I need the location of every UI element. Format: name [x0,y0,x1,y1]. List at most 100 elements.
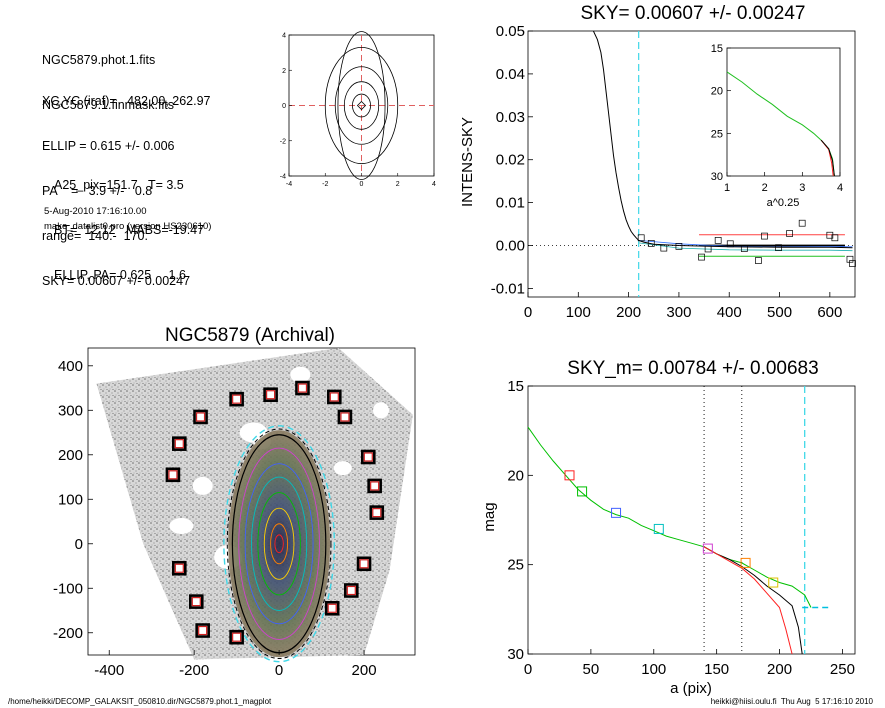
mag-marker-box [740,557,751,568]
mag-ytick-label: 20 [507,467,524,484]
sky-xtick-label: 600 [817,304,842,321]
sky-box-marker [698,253,705,261]
sky-box-marker [798,219,806,227]
inset-xtick-label: 1 [724,182,730,194]
contour-level [343,81,380,130]
mag-panel-ylabel: mag [481,502,498,531]
sky-box-marker [714,237,722,244]
center-line: XC,YC (iraf)= 482.00, 262.97 [42,94,211,108]
image-sky-box-inner [329,392,339,402]
sky-box-marker [647,240,655,247]
isophote-ellipse [270,523,289,565]
image-sky-box [343,583,359,598]
isophote-ellipse [238,447,320,640]
sky-box-marker [846,255,854,263]
image-sky-box [327,389,342,405]
ellip-pa-line: ELLIP, PA= 0.625 1.6 [54,268,186,282]
mag-ytick-label: 25 [507,557,524,574]
isophote-ellipse [274,534,284,554]
inset-xlabel: a^0.25 [767,197,800,209]
mask-blob [169,517,194,534]
image-sky-box [263,387,278,403]
sky-ytick-label: 0.00 [496,238,525,255]
image-sky-box-inner [363,452,373,462]
sky-box-marker [786,230,793,237]
sky-box-marker [637,234,645,242]
mag-profile-line [703,546,803,655]
sky-box-marker [755,257,762,264]
sky-box-marker [675,243,683,250]
mag-panel-title: SKY_m= 0.00784 +/- 0.00683 [567,358,818,379]
contour-xtick-label: 0 [360,181,364,188]
image-sky-box [324,600,340,616]
sky-panel-title: SKY= 0.00607 +/- 0.00247 [580,3,805,24]
sky-box-marker [831,234,839,242]
sky-panel-ylabel: INTENS-SKY [459,117,476,207]
image-sky-box [229,391,244,407]
contour-ytick-label: 2 [282,68,286,75]
mag-xtick-label: 50 [583,661,600,678]
sky-ytick-label: 0.05 [496,23,525,40]
isophote-ellipse [251,476,308,611]
img-ytick-label: 400 [58,358,83,375]
contour-xtick-label: 4 [432,181,436,188]
contour-ytick-label: 0 [282,103,286,110]
inset-ytick-label: 30 [711,171,723,183]
range-line: range= 140.- 170. [42,229,148,243]
sky-profile-line [592,31,853,249]
img-xtick-label: 200 [352,662,377,679]
contour-xtick-label: 2 [396,181,400,188]
image-sky-box-inner [266,390,276,400]
image-sky-box-inner [198,625,208,636]
ellip-line: ELLIP = 0.615 +/- 0.006 [42,139,175,153]
image-sky-box-inner [340,412,350,422]
mag-marker-box [564,470,575,481]
mag-marker-box [611,507,622,518]
isophote-ellipse [257,492,301,596]
contour-xtick-label: -4 [286,181,292,188]
footer-path: /home/heikki/DECOMP_GALAKSIT_050810.dir/… [8,697,272,706]
outer-ellipse-black [226,428,332,660]
img-ytick-label: 0 [75,536,83,553]
sky-box-marker [849,260,856,267]
fits-file-line: NGC5879.phot.1.fits [42,53,156,67]
sky-profile-cyan [638,242,853,252]
sky-xtick-label: 100 [566,304,591,321]
image-sky-box-inner [174,439,184,449]
timestamp: 5-Aug-2010 17:16:10.00 [44,206,147,217]
sky-box-marker [761,232,768,240]
mag-frame [527,385,856,655]
sky-panel: SKY= 0.00607 +/- 0.00247 INTENS-SKY 0 100… [459,3,856,321]
mag-xtick-label: 150 [704,661,729,678]
inset-xtick-label: 4 [837,182,843,194]
contour-ytick-label: -4 [280,174,286,181]
mask-blob [373,402,390,419]
inset-profile-black [820,139,835,177]
img-ytick-label: -100 [53,580,83,597]
program-version: make_datalist0.pro (version HS230610) [44,221,212,232]
img-ytick-label: 300 [58,402,83,419]
sky-xtick-label: 300 [666,304,691,321]
sky-box-marker [740,245,748,252]
img-ytick-label: -200 [53,625,83,642]
image-sky-box [188,594,204,609]
contour-ytick-label: 4 [282,33,286,40]
sky-ytick-label: 0.01 [496,195,525,212]
image-sky-box-inner [191,597,201,607]
sky-box-marker [775,244,782,252]
contour-level [337,31,386,180]
image-sky-box-inner [372,508,382,518]
sky-ytick-label: 0.03 [496,109,525,126]
a25-line: A25_pix=151.7 T= 3.5 [54,178,184,192]
mag-xtick-label: 200 [767,661,792,678]
sky-frame [527,30,856,298]
image-sky-box-inner [232,394,242,404]
sky-box-marker [660,244,668,252]
image-sky-box-inner [359,559,369,569]
image-sky-box-inner [195,412,206,422]
inset-ytick-label: 25 [711,128,723,140]
mag-ytick-label: 15 [507,378,524,395]
sky-box-marker [704,245,712,253]
image-sky-box [172,436,187,451]
mag-xtick-label: 250 [830,661,855,678]
